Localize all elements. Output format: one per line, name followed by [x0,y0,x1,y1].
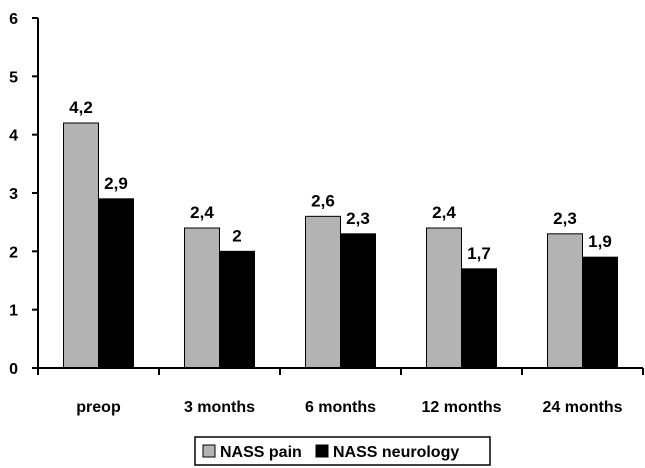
y-axis: 0 1 2 3 4 5 6 [9,11,39,378]
legend-swatch-nass-pain [202,444,216,458]
data-label: 2,3 [346,209,370,228]
x-category-label: 12 months [421,399,501,416]
legend-swatch-nass-neurology [315,444,329,458]
y-tick-label: 0 [9,361,18,378]
bar-nass-neurology [98,198,134,369]
bar-nass-neurology [340,233,376,369]
data-label: 2,3 [553,209,577,228]
legend: NASS pain NASS neurology [194,436,491,466]
data-label: 2,4 [432,203,456,222]
data-labels: 4,2 2,9 2,4 2 2,6 2,3 2,4 1,7 2,3 1,9 [69,98,612,263]
data-label: 2,4 [190,203,214,222]
y-tick-label: 6 [9,11,18,28]
data-label: 1,7 [467,244,491,263]
bar-nass-pain [426,227,462,369]
y-tick-label: 5 [9,69,18,86]
bar-nass-pain [305,215,341,369]
data-label: 2,9 [104,174,128,193]
y-tick-label: 4 [9,128,18,145]
bar-nass-pain [547,233,583,369]
y-tick-label: 1 [9,303,18,320]
bar-nass-neurology [461,268,497,369]
legend-box [194,436,491,466]
x-category-label: preop [76,399,121,416]
x-axis: preop 3 months 6 months 12 months 24 months [37,367,644,416]
bar-nass-neurology [582,256,618,369]
data-label: 2,6 [311,191,335,210]
bars [63,122,618,369]
legend-label-nass-pain: NASS pain [220,444,302,461]
data-label: 1,9 [588,232,612,251]
data-label: 4,2 [69,98,93,117]
bar-nass-neurology [219,250,255,369]
x-category-label: 3 months [184,399,255,416]
x-category-label: 6 months [305,399,376,416]
y-tick-label: 3 [9,186,18,203]
legend-label-nass-neurology: NASS neurology [333,444,459,461]
data-label: 2 [232,226,241,245]
y-tick-label: 2 [9,244,18,261]
x-category-label: 24 months [542,399,622,416]
bar-nass-pain [184,227,220,369]
bar-nass-pain [63,122,99,369]
